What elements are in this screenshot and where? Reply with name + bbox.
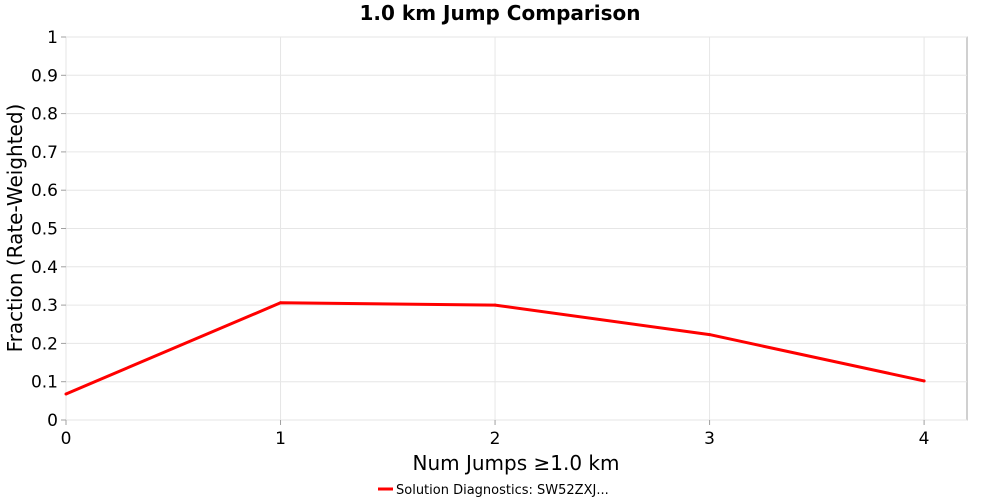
data-point bbox=[708, 333, 712, 337]
y-tick-label: 0.4 bbox=[31, 258, 58, 278]
data-point bbox=[922, 379, 926, 383]
x-tick-label: 3 bbox=[704, 429, 715, 449]
x-axis-label: Num Jumps ≥1.0 km bbox=[413, 451, 620, 475]
y-tick-label: 0.2 bbox=[31, 334, 58, 354]
series-layer bbox=[64, 301, 926, 396]
legend-label: Solution Diagnostics: SW52ZXJ... bbox=[396, 483, 609, 498]
x-tick-label: 0 bbox=[61, 429, 72, 449]
x-tick-label: 1 bbox=[275, 429, 286, 449]
legend: Solution Diagnostics: SW52ZXJ... bbox=[378, 483, 609, 498]
y-tick-label: 0.3 bbox=[31, 296, 58, 316]
y-tick-label: 0.8 bbox=[31, 105, 58, 125]
x-tick-labels: 0 1 2 3 4 bbox=[61, 420, 930, 449]
y-tick-label: 0 bbox=[47, 411, 58, 431]
data-point bbox=[279, 301, 283, 305]
y-tick-label: 0.9 bbox=[31, 66, 58, 86]
y-tick-labels: 0 0.1 0.2 0.3 0.4 0.5 0.6 0.7 0.8 0.9 1 bbox=[31, 28, 66, 431]
y-tick-label: 0.5 bbox=[31, 220, 58, 240]
y-tick-label: 0.6 bbox=[31, 181, 58, 201]
y-axis-label: Fraction (Rate-Weighted) bbox=[3, 104, 27, 353]
data-point bbox=[64, 392, 68, 396]
y-tick-label: 0.7 bbox=[31, 143, 58, 163]
x-tick-label: 4 bbox=[919, 429, 930, 449]
y-tick-label: 0.1 bbox=[31, 373, 58, 393]
x-tick-label: 2 bbox=[490, 429, 501, 449]
y-tick-label: 1 bbox=[47, 28, 58, 48]
data-point bbox=[493, 303, 497, 307]
y-gridlines bbox=[66, 36, 967, 421]
chart-title: 1.0 km Jump Comparison bbox=[360, 1, 641, 25]
